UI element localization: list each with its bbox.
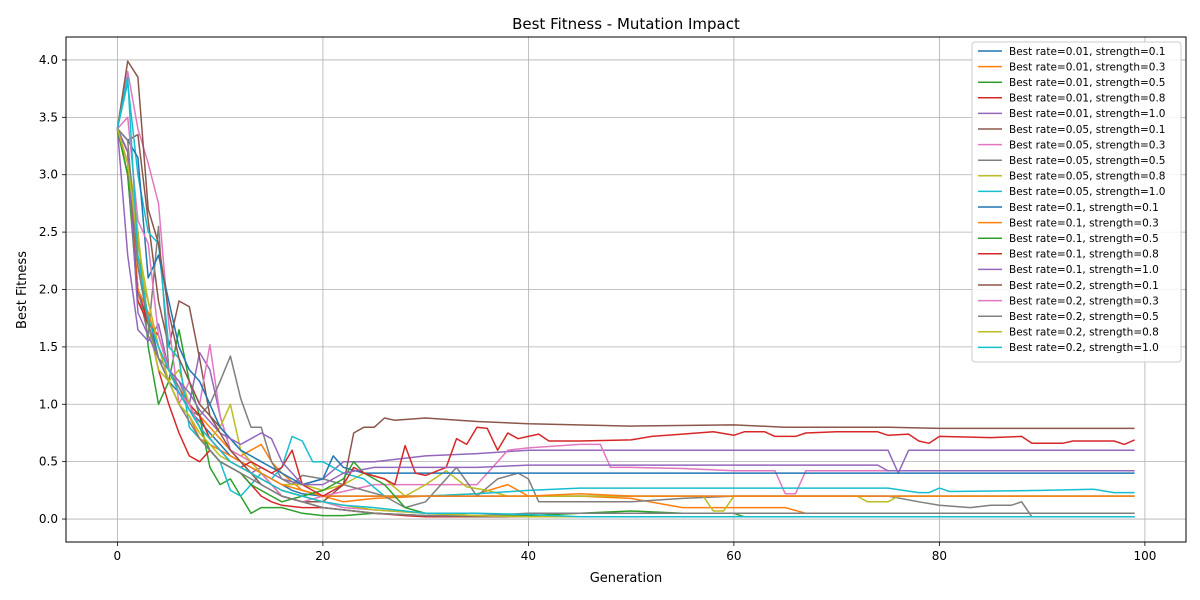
legend-label-8: Best rate=0.05, strength=0.5: [1009, 155, 1166, 167]
legend: Best rate=0.01, strength=0.1 Best rate=0.…: [971, 41, 1182, 363]
legend-label-15: Best rate=0.1, strength=1.0: [1009, 264, 1159, 276]
y-tick-label: 3.0: [39, 168, 58, 182]
x-tick-label: 20: [315, 549, 330, 563]
x-tick-label: 100: [1133, 549, 1156, 563]
y-axis-title: Best Fitness: [15, 251, 30, 329]
x-axis-title: Generation: [590, 571, 663, 586]
legend-label-13: Best rate=0.1, strength=0.5: [1009, 233, 1159, 245]
x-axis: 0 20 40 60 80 100: [114, 542, 1156, 563]
y-tick-label: 2.5: [39, 225, 58, 239]
series-line-11: [116, 128, 1135, 486]
legend-label-9: Best rate=0.05, strength=0.8: [1009, 171, 1166, 183]
legend-label-10: Best rate=0.05, strength=1.0: [1009, 186, 1166, 198]
x-tick-label: 40: [521, 549, 536, 563]
y-tick-label: 3.5: [39, 110, 58, 124]
legend-label-12: Best rate=0.1, strength=0.3: [1009, 217, 1159, 229]
y-tick-label: 0.0: [39, 512, 58, 526]
legend-label-7: Best rate=0.05, strength=0.3: [1009, 139, 1166, 151]
y-tick-label: 1.0: [39, 397, 58, 411]
legend-label-11: Best rate=0.1, strength=0.1: [1009, 202, 1159, 214]
series-line-6: [116, 128, 1135, 503]
x-tick-label: 60: [726, 549, 741, 563]
x-tick-label: 0: [114, 549, 122, 563]
legend-label-1: Best rate=0.01, strength=0.1: [1009, 46, 1166, 58]
legend-label-17: Best rate=0.2, strength=0.3: [1009, 295, 1159, 307]
legend-label-16: Best rate=0.2, strength=0.1: [1009, 280, 1159, 292]
y-tick-label: 2.0: [39, 283, 58, 297]
legend-label-2: Best rate=0.01, strength=0.3: [1009, 61, 1166, 73]
series-layer: [116, 60, 1135, 518]
legend-label-18: Best rate=0.2, strength=0.5: [1009, 311, 1159, 323]
legend-label-3: Best rate=0.01, strength=0.5: [1009, 77, 1166, 89]
chart-title: Best Fitness - Mutation Impact: [512, 15, 740, 33]
y-tick-label: 4.0: [39, 53, 58, 67]
legend-box: [971, 41, 1182, 363]
y-tick-label: 1.5: [39, 340, 58, 354]
legend-label-14: Best rate=0.1, strength=0.8: [1009, 249, 1159, 261]
series-line-15: [116, 128, 1135, 486]
legend-label-4: Best rate=0.01, strength=0.8: [1009, 93, 1166, 105]
series-line-20: [116, 76, 1135, 518]
legend-label-5: Best rate=0.01, strength=1.0: [1009, 108, 1166, 120]
legend-label-20: Best rate=0.2, strength=1.0: [1009, 342, 1159, 354]
series-line-8: [116, 128, 1135, 518]
x-tick-label: 80: [932, 549, 947, 563]
y-axis: 0.0 0.5 1.0 1.5 2.0 2.5 3.0 3.5 4.0: [39, 53, 66, 526]
legend-label-19: Best rate=0.2, strength=0.8: [1009, 327, 1159, 339]
y-tick-label: 0.5: [39, 455, 58, 469]
legend-label-6: Best rate=0.05, strength=0.1: [1009, 124, 1166, 136]
